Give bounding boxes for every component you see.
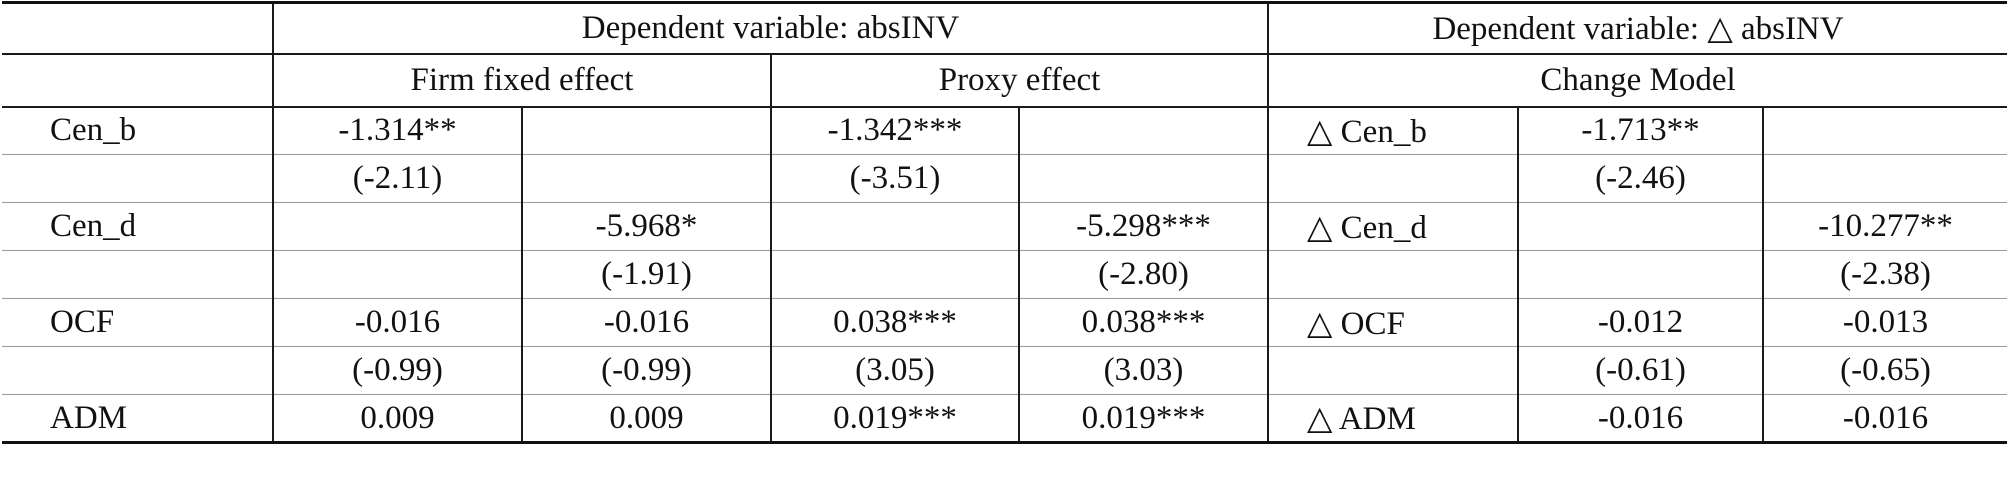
row-label: OCF	[2, 298, 274, 347]
table-cell	[1517, 250, 1765, 299]
table-cell: -1.314**	[272, 106, 523, 155]
table-cell: (-0.99)	[521, 346, 772, 395]
table-cell: (-2.80)	[1017, 250, 1270, 299]
table-row: (-1.91) (-2.80) (-2.38)	[2, 250, 2008, 299]
table-cell: (-3.51)	[770, 154, 1020, 203]
table-cell: 0.019***	[1017, 394, 1270, 444]
table-cell	[1762, 154, 2008, 203]
table-cell: -1.713**	[1517, 106, 1765, 155]
row-label-change	[1267, 250, 1520, 299]
table-cell	[272, 202, 523, 251]
table-cell: -0.013	[1762, 298, 2008, 347]
table-cell: -0.016	[272, 298, 523, 347]
row-label-change: △ OCF	[1267, 298, 1520, 347]
row-label-change	[1267, 154, 1520, 203]
table-cell: (-0.61)	[1517, 346, 1765, 395]
regression-table: Dependent variable: absINV Dependent var…	[2, 1, 2008, 444]
table-row: ADM 0.009 0.009 0.019*** 0.019*** △ ADM -0.016…	[2, 394, 2008, 444]
table-row: OCF -0.016 -0.016 0.038*** 0.038*** △ OCF -0.0…	[2, 298, 2008, 347]
header-proxy-effect: Proxy effect	[769, 53, 1270, 108]
table-cell: -10.277**	[1762, 202, 2008, 251]
table-cell	[1017, 154, 1270, 203]
header-firm-fixed-effect: Firm fixed effect	[272, 53, 772, 108]
table-cell	[521, 106, 772, 155]
table-cell: (3.03)	[1017, 346, 1270, 395]
header-row-dependent-variable: Dependent variable: absINV Dependent var…	[2, 1, 2008, 55]
row-label: Cen_d	[2, 202, 274, 251]
header-dep-var-change-absinv: Dependent variable: △ absINV	[1267, 1, 2008, 55]
table-row: (-2.11) (-3.51) (-2.46)	[2, 154, 2008, 203]
table-cell	[1762, 106, 2008, 155]
table-cell: (-0.99)	[272, 346, 523, 395]
table-cell	[1017, 106, 1270, 155]
table-cell	[1517, 202, 1765, 251]
table-cell: 0.038***	[770, 298, 1020, 347]
table-cell	[770, 250, 1020, 299]
table-cell	[272, 250, 523, 299]
table-cell: -5.298***	[1017, 202, 1270, 251]
table-cell: 0.009	[521, 394, 772, 444]
table-cell: (-2.46)	[1517, 154, 1765, 203]
row-label-change: △ Cen_b	[1267, 106, 1520, 155]
table-cell: (-2.11)	[272, 154, 523, 203]
row-label	[2, 154, 274, 203]
table-cell: -0.012	[1517, 298, 1765, 347]
header-dep-var-absinv: Dependent variable: absINV	[271, 1, 1270, 55]
table-cell: 0.019***	[770, 394, 1020, 444]
row-label-change	[1267, 346, 1520, 395]
table-cell: (3.05)	[770, 346, 1020, 395]
table-cell: -0.016	[1517, 394, 1765, 444]
table-cell: -0.016	[1762, 394, 2008, 444]
table-cell: -0.016	[521, 298, 772, 347]
table-cell: -5.968*	[521, 202, 772, 251]
row-label-change: △ ADM	[1267, 394, 1520, 444]
table-row: Cen_b -1.314** -1.342*** △ Cen_b -1.713**	[2, 106, 2008, 155]
table-cell: (-2.38)	[1762, 250, 2008, 299]
table-row: Cen_d -5.968* -5.298*** △ Cen_d -10.277**	[2, 202, 2008, 251]
table-cell	[770, 202, 1020, 251]
row-label-change: △ Cen_d	[1267, 202, 1520, 251]
table-cell: 0.009	[272, 394, 523, 444]
header-empty-cell	[2, 53, 274, 108]
row-label: Cen_b	[2, 106, 274, 155]
row-label	[2, 346, 274, 395]
table-cell	[521, 154, 772, 203]
row-label: ADM	[2, 394, 274, 444]
header-row-model: Firm fixed effect Proxy effect Change Mo…	[2, 53, 2008, 108]
table-cell: -1.342***	[770, 106, 1020, 155]
table-cell: (-0.65)	[1762, 346, 2008, 395]
row-label	[2, 250, 274, 299]
table-cell: (-1.91)	[521, 250, 772, 299]
header-change-model: Change Model	[1267, 53, 2008, 108]
header-empty-cell	[2, 1, 274, 55]
table-cell: 0.038***	[1017, 298, 1270, 347]
table-row: (-0.99) (-0.99) (3.05) (3.03) (-0.61) (-0.65)	[2, 346, 2008, 395]
